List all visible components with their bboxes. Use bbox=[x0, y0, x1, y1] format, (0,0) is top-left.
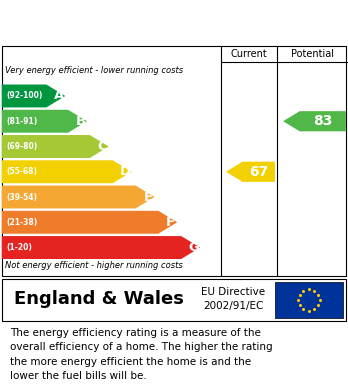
Text: D: D bbox=[119, 165, 130, 178]
Text: Not energy efficient - higher running costs: Not energy efficient - higher running co… bbox=[5, 261, 183, 270]
Text: 67: 67 bbox=[249, 165, 268, 179]
Text: (39-54): (39-54) bbox=[6, 192, 37, 201]
Polygon shape bbox=[2, 186, 155, 208]
Text: Very energy efficient - lower running costs: Very energy efficient - lower running co… bbox=[5, 66, 183, 75]
Text: (21-38): (21-38) bbox=[6, 218, 38, 227]
Text: A: A bbox=[54, 90, 64, 102]
Bar bbox=[275, 282, 343, 318]
Text: C: C bbox=[97, 140, 107, 153]
Text: Potential: Potential bbox=[291, 49, 334, 59]
Polygon shape bbox=[2, 160, 132, 183]
Text: Current: Current bbox=[230, 49, 267, 59]
Text: The energy efficiency rating is a measure of the
overall efficiency of a home. T: The energy efficiency rating is a measur… bbox=[10, 328, 273, 381]
Text: England & Wales: England & Wales bbox=[14, 290, 184, 308]
Text: G: G bbox=[188, 241, 199, 254]
Text: F: F bbox=[166, 216, 175, 229]
Polygon shape bbox=[2, 84, 65, 108]
Text: (69-80): (69-80) bbox=[6, 142, 38, 151]
Polygon shape bbox=[2, 236, 200, 259]
Polygon shape bbox=[283, 111, 346, 131]
Polygon shape bbox=[2, 110, 87, 133]
Text: (55-68): (55-68) bbox=[6, 167, 37, 176]
Polygon shape bbox=[2, 211, 177, 234]
Polygon shape bbox=[2, 135, 109, 158]
Text: EU Directive
2002/91/EC: EU Directive 2002/91/EC bbox=[201, 287, 265, 311]
Text: (81-91): (81-91) bbox=[6, 117, 38, 126]
Text: 83: 83 bbox=[313, 114, 332, 128]
Text: (92-100): (92-100) bbox=[6, 91, 43, 100]
Text: (1-20): (1-20) bbox=[6, 243, 32, 252]
Polygon shape bbox=[226, 161, 275, 182]
Text: Energy Efficiency Rating: Energy Efficiency Rating bbox=[10, 13, 239, 32]
Text: E: E bbox=[143, 190, 152, 203]
Text: B: B bbox=[75, 115, 86, 128]
